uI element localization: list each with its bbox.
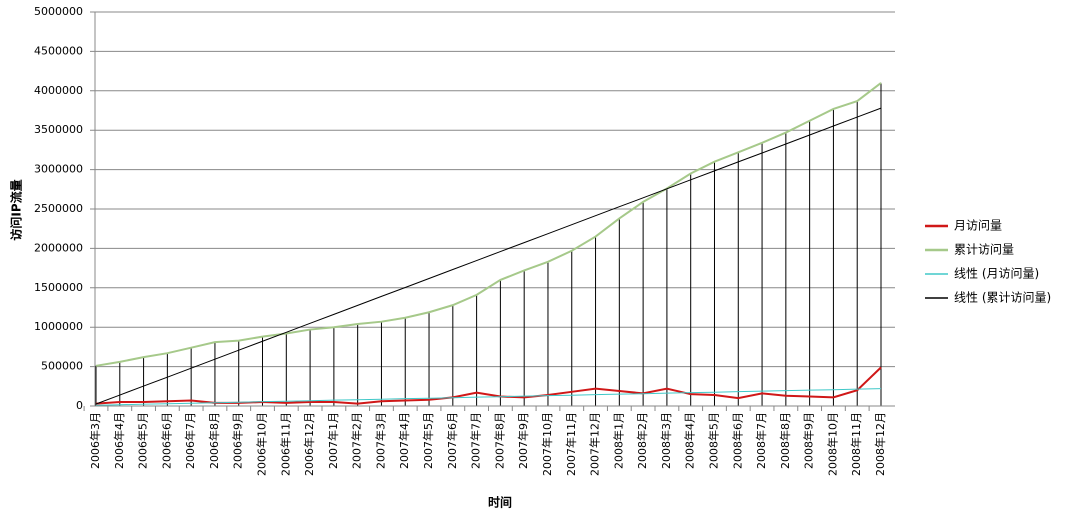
- x-tick-label: 2006年9月: [231, 412, 245, 469]
- series-line: [95, 82, 882, 367]
- x-tick-label: 2006年11月: [278, 412, 292, 476]
- y-tick-label: 2500000: [34, 202, 83, 215]
- x-tick-label: 2006年6月: [159, 412, 173, 469]
- x-tick-label: 2007年4月: [397, 412, 411, 469]
- legend-label: 线性 (月访问量): [954, 267, 1039, 281]
- x-tick-label: 2006年12月: [302, 412, 316, 476]
- y-tick-label: 4500000: [34, 44, 83, 57]
- x-tick-label: 2008年12月: [873, 412, 887, 476]
- y-tick-label: 3500000: [34, 123, 83, 136]
- x-tick-label: 2007年11月: [564, 412, 578, 476]
- x-tick-label: 2008年1月: [611, 412, 625, 469]
- y-tick-label: 1500000: [34, 281, 83, 294]
- series-line: [95, 107, 882, 405]
- x-tick-label: 2006年8月: [207, 412, 221, 469]
- y-tick-label: 3000000: [34, 163, 83, 176]
- x-tick-label: 2008年8月: [778, 412, 792, 469]
- x-tick-label: 2007年12月: [588, 412, 602, 476]
- x-tick-label: 2008年2月: [635, 412, 649, 469]
- x-tick-label: 2007年5月: [421, 412, 435, 469]
- y-axis-label: 访问IP流量: [9, 179, 24, 240]
- x-tick-label: 2007年10月: [540, 412, 554, 476]
- x-tick-label: 2007年9月: [516, 412, 530, 469]
- x-tick-label: 2008年9月: [802, 412, 816, 469]
- y-tick-label: 4000000: [34, 84, 83, 97]
- x-tick-label: 2006年3月: [88, 412, 102, 469]
- x-tick-label: 2008年10月: [825, 412, 839, 476]
- x-tick-label: 2008年7月: [754, 412, 768, 469]
- x-tick-label: 2008年3月: [659, 412, 673, 469]
- y-tick-label: 500000: [41, 360, 83, 373]
- y-tick-label: 0: [76, 399, 83, 412]
- x-tick-label: 2006年4月: [112, 412, 126, 469]
- x-tick-label: 2007年8月: [492, 412, 506, 469]
- legend-label: 累计访问量: [954, 243, 1014, 257]
- x-tick-label: 2006年10月: [255, 412, 269, 476]
- x-tick-label: 2007年6月: [445, 412, 459, 469]
- x-tick-label: 2007年2月: [350, 412, 364, 469]
- x-tick-label: 2006年7月: [183, 412, 197, 469]
- x-tick-label: 2008年5月: [706, 412, 720, 469]
- series-line: [95, 388, 882, 406]
- x-tick-label: 2007年7月: [469, 412, 483, 469]
- y-tick-label: 5000000: [34, 5, 83, 18]
- y-tick-label: 2000000: [34, 241, 83, 254]
- series-line: [95, 366, 882, 405]
- x-tick-label: 2007年3月: [373, 412, 387, 469]
- x-tick-label: 2006年5月: [136, 412, 150, 469]
- x-axis-label: 时间: [488, 495, 512, 510]
- x-tick-label: 2008年4月: [683, 412, 697, 469]
- y-tick-label: 1000000: [34, 320, 83, 333]
- legend-label: 线性 (累计访问量): [954, 291, 1051, 305]
- x-tick-label: 2007年1月: [326, 412, 340, 469]
- x-tick-label: 2008年11月: [849, 412, 863, 476]
- x-tick-label: 2008年6月: [730, 412, 744, 469]
- legend-label: 月访问量: [954, 219, 1002, 233]
